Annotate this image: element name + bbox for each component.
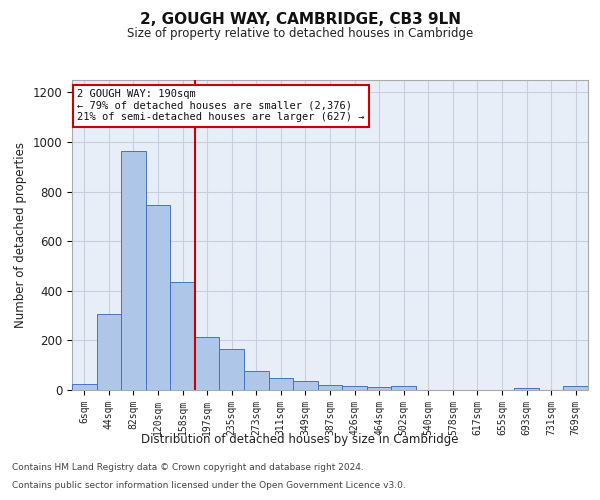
Bar xyxy=(318,385,342,390)
Bar xyxy=(170,282,195,390)
Bar xyxy=(563,386,588,390)
Text: Size of property relative to detached houses in Cambridge: Size of property relative to detached ho… xyxy=(127,28,473,40)
Bar xyxy=(195,336,220,390)
Bar xyxy=(220,349,244,390)
Bar xyxy=(121,150,146,390)
Text: Contains HM Land Registry data © Crown copyright and database right 2024.: Contains HM Land Registry data © Crown c… xyxy=(12,464,364,472)
Bar xyxy=(342,386,367,390)
Bar xyxy=(269,378,293,390)
Y-axis label: Number of detached properties: Number of detached properties xyxy=(14,142,27,328)
Bar xyxy=(97,314,121,390)
Bar xyxy=(391,386,416,390)
Bar xyxy=(244,372,269,390)
Text: Contains public sector information licensed under the Open Government Licence v3: Contains public sector information licen… xyxy=(12,481,406,490)
Bar xyxy=(72,384,97,390)
Bar xyxy=(367,387,391,390)
Text: Distribution of detached houses by size in Cambridge: Distribution of detached houses by size … xyxy=(141,432,459,446)
Text: 2 GOUGH WAY: 190sqm
← 79% of detached houses are smaller (2,376)
21% of semi-det: 2 GOUGH WAY: 190sqm ← 79% of detached ho… xyxy=(77,90,365,122)
Bar xyxy=(514,388,539,390)
Bar xyxy=(293,382,318,390)
Bar xyxy=(146,205,170,390)
Text: 2, GOUGH WAY, CAMBRIDGE, CB3 9LN: 2, GOUGH WAY, CAMBRIDGE, CB3 9LN xyxy=(139,12,461,28)
